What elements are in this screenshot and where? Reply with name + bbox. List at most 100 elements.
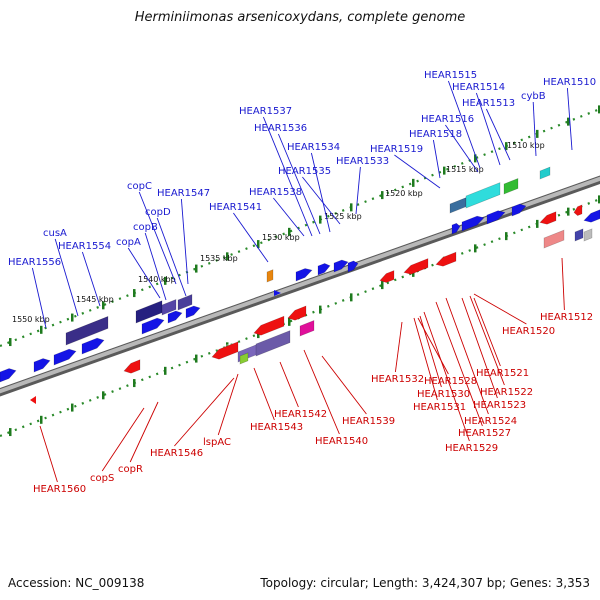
reverse-gene-4 — [287, 305, 307, 321]
forward-gene-13-shade — [462, 213, 480, 222]
top-label-copa: copA — [116, 237, 141, 248]
major-tick — [412, 178, 415, 187]
kbp-label-8: 1545 kbp — [76, 295, 114, 304]
top-leader-hear1516 — [445, 124, 479, 173]
top-label-hear1556: HEAR1556 — [8, 257, 61, 268]
bottom-label-hear1523: HEAR1523 — [473, 400, 526, 411]
major-tick — [350, 203, 353, 212]
bottom-leader-copr — [129, 401, 159, 463]
kbp-label-6: 1535 kbp — [200, 254, 238, 263]
top-label-hear1554: HEAR1554 — [58, 241, 111, 252]
gene-block-1512a — [574, 228, 584, 242]
major-tick — [133, 379, 136, 388]
forward-gene-16 — [583, 209, 600, 223]
forward-gene-16-shade — [584, 207, 600, 216]
bottom-leader-hear1546 — [174, 377, 235, 447]
top-label-cusa: cusA — [43, 228, 67, 239]
top-label-hear1533: HEAR1533 — [336, 156, 389, 167]
major-tick — [288, 317, 291, 326]
gene-block-lspAC — [255, 330, 291, 357]
bottom-label-hear1543: HEAR1543 — [250, 422, 303, 433]
top-leader-copd — [156, 217, 187, 297]
reverse-gene-3-shade — [254, 313, 287, 328]
major-tick — [40, 325, 43, 334]
bottom-label-cops: copS — [90, 473, 114, 484]
top-leader-cybb — [532, 101, 537, 157]
bottom-label-copr: copR — [118, 464, 143, 475]
forward-gene-11 — [347, 260, 359, 273]
bottom-label-hear1560: HEAR1560 — [33, 484, 86, 495]
major-tick — [71, 313, 74, 322]
forward-gene-7-shade — [186, 302, 197, 309]
forward-gene-10 — [333, 259, 349, 273]
top-label-hear1514: HEAR1514 — [452, 82, 505, 93]
major-tick — [9, 338, 12, 347]
top-label-hear1537: HEAR1537 — [239, 106, 292, 117]
topology-text: Topology: circular; Length: 3,424,307 bp… — [260, 576, 590, 590]
top-label-hear1547: HEAR1547 — [157, 188, 210, 199]
forward-gene-3-shade — [54, 346, 72, 355]
forward-gene-5-shade — [142, 315, 160, 324]
bottom-label-hear1539: HEAR1539 — [342, 416, 395, 427]
bottom-label-hear1532: HEAR1532 — [371, 374, 424, 385]
major-tick — [40, 415, 43, 424]
major-tick — [195, 264, 198, 273]
gene-block-1514 — [503, 178, 519, 195]
major-tick — [474, 154, 477, 163]
bottom-leader-hear1543 — [253, 367, 275, 421]
accession-text: Accession: NC_009138 — [8, 576, 145, 590]
gene-block-1540 — [299, 320, 315, 337]
top-leader-hear1514 — [475, 92, 501, 166]
kbp-label-7: 1540 kbp — [138, 275, 176, 284]
top-leader-hear1515 — [447, 80, 481, 169]
bottom-leader-hear1523 — [461, 297, 498, 399]
major-tick — [443, 166, 446, 175]
bottom-label-hear1530: HEAR1530 — [417, 389, 470, 400]
bottom-leader-hear1527 — [435, 301, 483, 427]
reverse-gene-7 — [435, 251, 457, 267]
reverse-gene-9 — [573, 204, 583, 216]
major-tick — [567, 207, 570, 216]
forward-gene-12 — [451, 222, 461, 235]
bottom-label-hear1512: HEAR1512 — [540, 312, 593, 323]
major-tick — [319, 305, 322, 314]
genome-backbone — [0, 175, 600, 397]
forward-gene-7 — [185, 305, 201, 319]
major-tick — [505, 142, 508, 151]
reverse-gene-3 — [253, 315, 285, 336]
forward-gene-14 — [486, 210, 506, 225]
bottom-label-hear1528: HEAR1528 — [424, 376, 477, 387]
top-leader-hear1541 — [233, 212, 269, 263]
bottom-leader-hear1512 — [561, 257, 565, 311]
top-leader-cusa — [54, 238, 79, 317]
reverse-gene-2 — [211, 341, 239, 360]
kbp-label-3: 1520 kbp — [385, 189, 423, 198]
major-tick — [195, 354, 198, 363]
gene-block-cusA — [65, 315, 109, 346]
top-leader-hear1513 — [485, 108, 511, 161]
major-tick — [536, 219, 539, 228]
bottom-label-hear1527: HEAR1527 — [458, 428, 511, 439]
bottom-leader-hear1542 — [279, 361, 299, 408]
kbp-label-2: 1515 kbp — [446, 165, 484, 174]
reverse-gene-9-shade — [574, 201, 585, 208]
major-tick — [381, 281, 384, 290]
forward-gene-12-shade — [452, 220, 460, 225]
kbp-label-5: 1530 kbp — [262, 233, 300, 242]
bottom-leader-hear1532 — [394, 321, 403, 373]
bottom-label-hear1520: HEAR1520 — [502, 326, 555, 337]
gene-block-1512b — [583, 228, 593, 242]
top-leader-hear1556 — [31, 267, 47, 329]
top-leader-hear1537 — [262, 116, 313, 237]
forward-gene-14-shade — [487, 207, 501, 215]
major-tick — [226, 252, 229, 261]
reverse-gene-1-shade — [124, 356, 143, 366]
reverse-gene-2-shade — [212, 338, 241, 352]
bottom-label-hear1531: HEAR1531 — [413, 402, 466, 413]
top-leader-hear1518 — [432, 139, 441, 179]
gene-block-1520 — [543, 229, 565, 249]
bottom-leader-cops — [101, 407, 145, 472]
forward-gene-6-shade — [168, 307, 179, 314]
top-leader-hear1538 — [273, 197, 305, 237]
